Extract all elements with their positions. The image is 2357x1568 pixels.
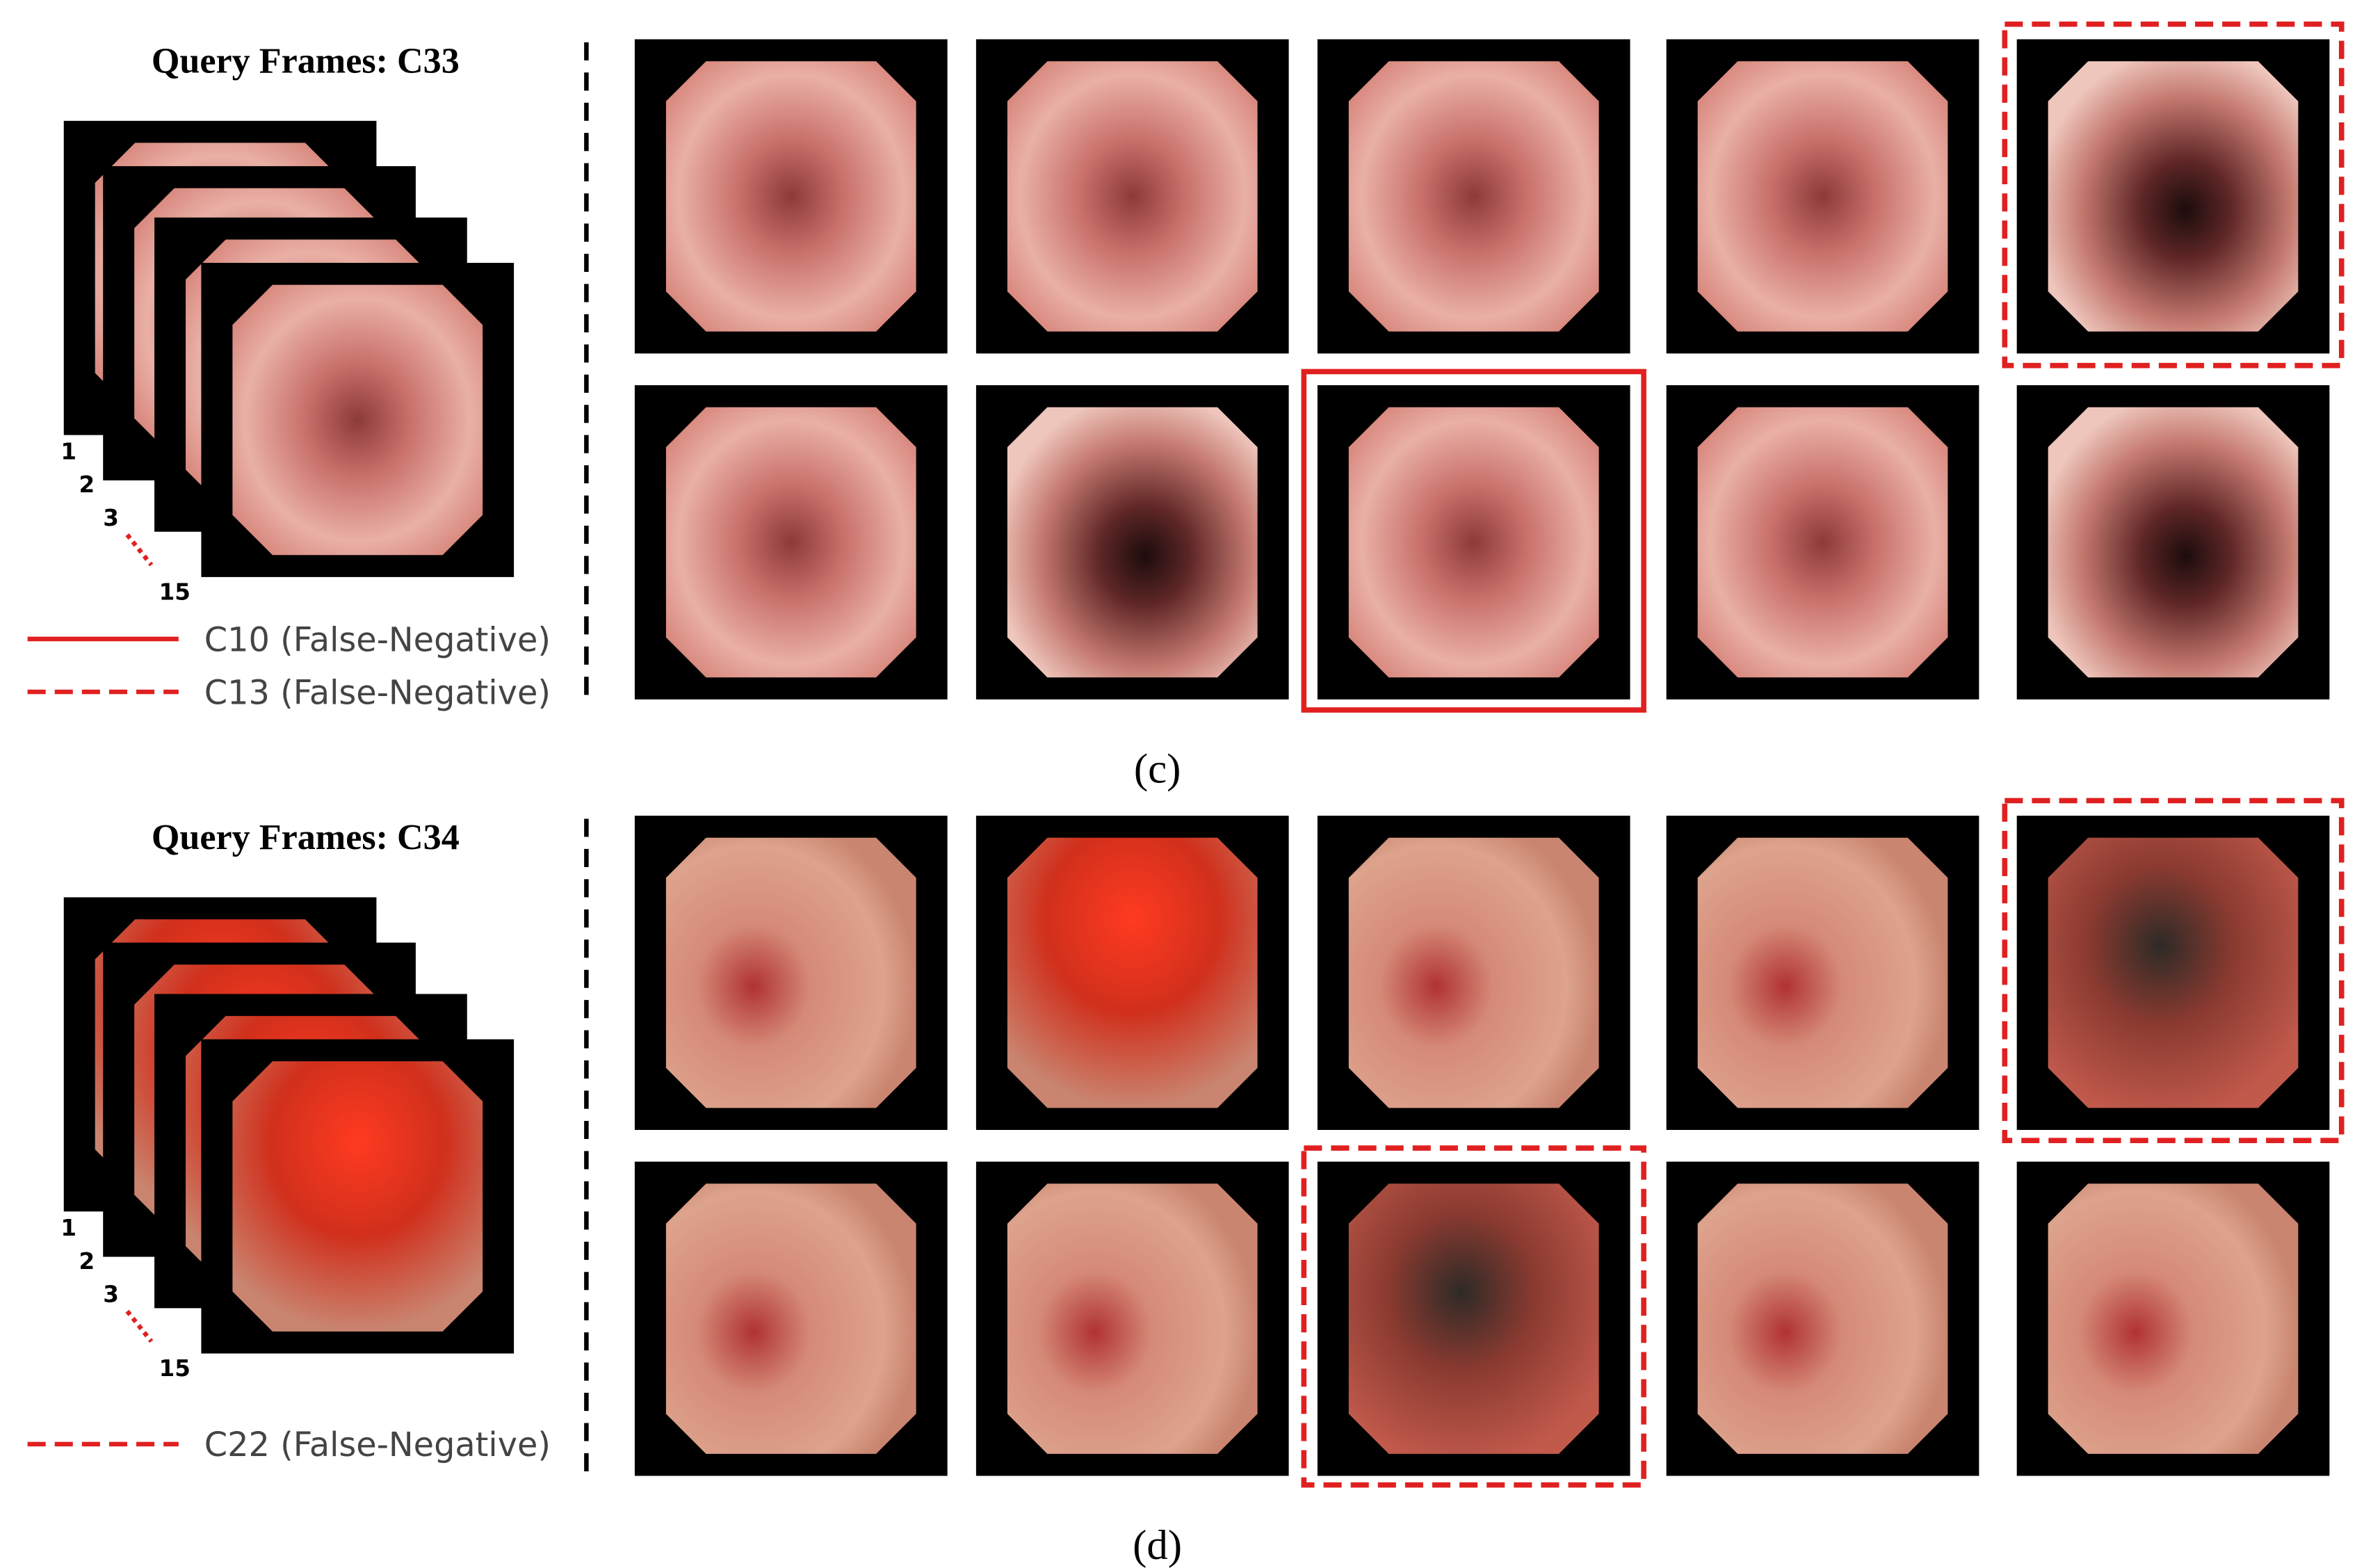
frame-number: 15 <box>159 579 191 605</box>
panel-title: Query Frames: C33 <box>152 41 460 81</box>
endoscopy-image <box>1348 61 1599 332</box>
frame-number: 2 <box>79 1248 95 1275</box>
endoscopy-image <box>1348 407 1599 678</box>
endoscopy-image <box>232 284 483 556</box>
frame-number: 1 <box>60 438 76 464</box>
legend-text: C13 (False-Negative) <box>204 674 551 712</box>
endoscopy-image <box>2048 407 2299 678</box>
endoscopy-image <box>1697 837 1948 1108</box>
endoscopy-image <box>232 1061 483 1332</box>
frame-ellipsis <box>125 533 154 567</box>
endoscopy-image <box>1007 407 1258 678</box>
highlight-box <box>2002 21 2344 369</box>
panel-title: Query Frames: C34 <box>152 818 460 857</box>
highlight-box <box>1301 1145 1646 1488</box>
frame-number: 15 <box>159 1355 191 1382</box>
frame-ellipsis <box>125 1309 154 1343</box>
endoscopy-image <box>665 407 916 678</box>
endoscopy-image <box>1348 837 1599 1108</box>
endoscopy-image <box>665 837 916 1108</box>
endoscopy-image <box>1348 1183 1599 1454</box>
endoscopy-image <box>1007 61 1258 332</box>
frame-number: 3 <box>103 505 119 531</box>
endoscopy-image <box>2048 61 2299 332</box>
highlight-box <box>1301 369 1646 713</box>
endoscopy-image <box>2048 1183 2299 1454</box>
endoscopy-image <box>1007 837 1258 1108</box>
legend-text: C22 (False-Negative) <box>204 1426 551 1464</box>
endoscopy-image <box>1697 61 1948 332</box>
frame-number: 3 <box>103 1282 119 1308</box>
endoscopy-image <box>665 61 916 332</box>
panel-caption: (d) <box>1133 1522 1182 1568</box>
endoscopy-image <box>1007 1183 1258 1454</box>
highlight-box <box>2002 798 2344 1143</box>
frame-number: 2 <box>79 471 95 498</box>
endoscopy-image <box>1697 1183 1948 1454</box>
legend-text: C10 (False-Negative) <box>204 621 551 659</box>
frame-number: 1 <box>60 1215 76 1241</box>
endoscopy-image <box>1697 407 1948 678</box>
endoscopy-image <box>2048 837 2299 1108</box>
panel-caption: (c) <box>1134 745 1181 792</box>
endoscopy-image <box>665 1183 916 1454</box>
